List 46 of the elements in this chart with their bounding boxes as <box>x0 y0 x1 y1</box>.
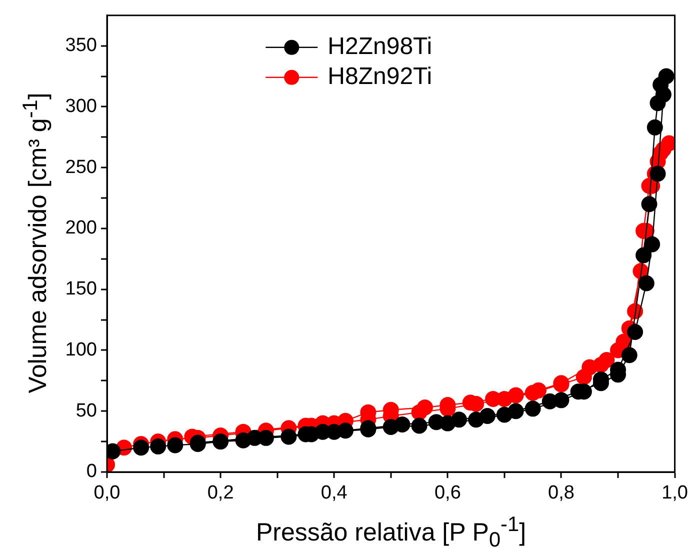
y-tick-label: 250 <box>65 156 97 178</box>
point <box>508 387 524 404</box>
y-tick-label: 50 <box>76 400 97 422</box>
y-tick-label: 0 <box>86 461 97 482</box>
point <box>150 438 166 454</box>
x-tick-label: 0,6 <box>434 482 461 504</box>
point <box>530 382 547 398</box>
point <box>411 418 428 434</box>
y-tick-label: 150 <box>65 278 97 300</box>
point <box>627 324 644 340</box>
x-axis-title: Pressão relativa [P P$_{0}$$^{-1}$] <box>256 512 526 552</box>
y-tick-label: 100 <box>65 339 97 360</box>
point <box>167 437 184 454</box>
point <box>428 414 444 430</box>
point <box>508 403 524 420</box>
point <box>598 352 615 368</box>
x-tick-label: 0,2 <box>207 482 234 504</box>
point <box>652 76 669 93</box>
point <box>133 440 150 456</box>
point <box>621 347 638 364</box>
y-tick-label: 200 <box>65 218 97 239</box>
point <box>638 275 654 292</box>
point <box>641 196 658 212</box>
legend-label: H8Zn92Ti <box>328 63 432 90</box>
x-tick-label: 0,8 <box>548 482 574 504</box>
point <box>650 166 666 182</box>
point <box>646 119 663 136</box>
x-tick-label: 0,0 <box>94 482 120 504</box>
x-tick-label: 0,4 <box>320 482 348 504</box>
point <box>451 412 468 428</box>
point <box>479 408 496 424</box>
point <box>650 95 666 112</box>
point <box>337 422 354 439</box>
point <box>636 247 652 264</box>
point <box>644 236 660 252</box>
legend-label: H2Zn98Ti <box>328 33 432 60</box>
point <box>582 359 598 376</box>
y-tick-label: 300 <box>65 96 97 117</box>
x-tick-label: 1,0 <box>662 482 688 504</box>
point <box>394 416 410 433</box>
point <box>416 399 433 416</box>
point <box>212 434 229 450</box>
point <box>524 400 541 417</box>
point <box>542 393 558 410</box>
point <box>280 428 297 445</box>
y-tick-label: 350 <box>65 35 97 56</box>
